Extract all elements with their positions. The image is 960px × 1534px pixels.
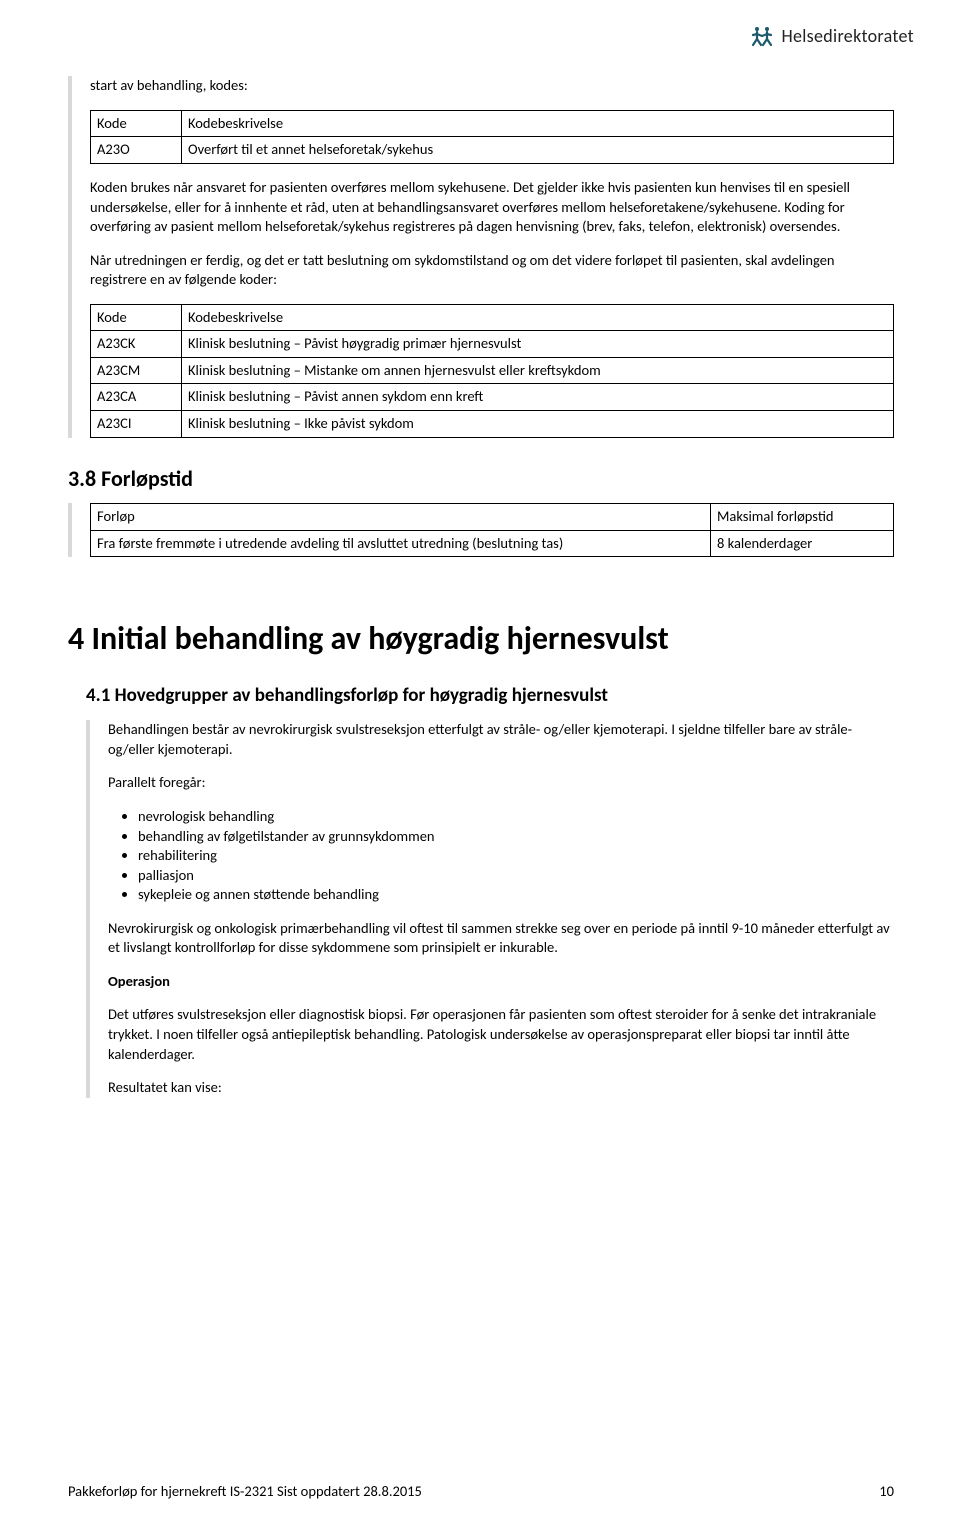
footer-left: Pakkeforløp for hjernekreft IS-2321 Sist… — [68, 1482, 422, 1502]
table-row: Fra første fremmøte i utredende avdeling… — [91, 530, 894, 557]
table-cell: Fra første fremmøte i utredende avdeling… — [91, 530, 711, 557]
kode-table-2: Kode Kodebeskrivelse A23CK Klinisk beslu… — [90, 304, 894, 438]
page-number: 10 — [879, 1482, 894, 1502]
table-header-cell: Forløp — [91, 504, 711, 531]
table-cell: 8 kalenderdager — [711, 530, 894, 557]
table-cell: Overført til et annet helseforetak/sykeh… — [182, 137, 894, 164]
logo-icon — [749, 25, 775, 47]
list-item: palliasjon — [138, 866, 894, 886]
table-cell: Klinisk beslutning – Påvist høygradig pr… — [182, 331, 894, 358]
table-header-cell: Kodebeskrivelse — [182, 110, 894, 137]
list-item: sykepleie og annen støttende behandling — [138, 885, 894, 905]
table-row: Forløp Maksimal forløpstid — [91, 504, 894, 531]
paragraph: Nevrokirurgisk og onkologisk primærbehan… — [108, 919, 894, 958]
table-row: A23CA Klinisk beslutning – Påvist annen … — [91, 384, 894, 411]
section-3-8-body: Forløp Maksimal forløpstid Fra første fr… — [68, 503, 894, 557]
section-3-8-title: 3.8 Forløpstid — [68, 464, 894, 494]
paragraph: Parallelt foregår: — [108, 773, 894, 793]
table-cell: A23CK — [91, 331, 182, 358]
intro-line: start av behandling, kodes: — [90, 76, 894, 96]
table-row: A23CM Klinisk beslutning – Mistanke om a… — [91, 357, 894, 384]
paragraph: Når utredningen er ferdig, og det er tat… — [90, 251, 894, 290]
table-cell: A23CM — [91, 357, 182, 384]
table-header-cell: Kode — [91, 304, 182, 331]
content-block-1: start av behandling, kodes: Kode Kodebes… — [68, 76, 894, 437]
table-cell: Klinisk beslutning – Påvist annen sykdom… — [182, 384, 894, 411]
table-row: Kode Kodebeskrivelse — [91, 304, 894, 331]
table-header-cell: Kodebeskrivelse — [182, 304, 894, 331]
org-name: Helsedirektoratet — [781, 24, 914, 48]
table-cell: Klinisk beslutning – Ikke påvist sykdom — [182, 411, 894, 438]
chapter-4-title: 4 Initial behandling av høygradig hjerne… — [68, 617, 894, 660]
table-header-cell: Maksimal forløpstid — [711, 504, 894, 531]
table-row: Kode Kodebeskrivelse — [91, 110, 894, 137]
page-header: Helsedirektoratet — [68, 24, 914, 48]
paragraph: Resultatet kan vise: — [108, 1078, 894, 1098]
table-cell: A23O — [91, 137, 182, 164]
section-4-1-body: Behandlingen består av nevrokirurgisk sv… — [86, 720, 894, 1097]
operasjon-heading: Operasjon — [108, 972, 894, 992]
table-cell: A23CA — [91, 384, 182, 411]
table-cell: Klinisk beslutning – Mistanke om annen h… — [182, 357, 894, 384]
table-cell: A23CI — [91, 411, 182, 438]
forlop-table: Forløp Maksimal forløpstid Fra første fr… — [90, 503, 894, 557]
list-item: behandling av følgetilstander av grunnsy… — [138, 827, 894, 847]
table-header-cell: Kode — [91, 110, 182, 137]
section-4-1-title: 4.1 Hovedgrupper av behandlingsforløp fo… — [86, 683, 894, 709]
table-row: A23O Overført til et annet helseforetak/… — [91, 137, 894, 164]
table-row: A23CI Klinisk beslutning – Ikke påvist s… — [91, 411, 894, 438]
kode-table-1: Kode Kodebeskrivelse A23O Overført til e… — [90, 110, 894, 164]
list-item: nevrologisk behandling — [138, 807, 894, 827]
paragraph: Det utføres svulstreseksjon eller diagno… — [108, 1005, 894, 1064]
page-footer: Pakkeforløp for hjernekreft IS-2321 Sist… — [68, 1482, 894, 1502]
list-item: rehabilitering — [138, 846, 894, 866]
paragraph: Koden brukes når ansvaret for pasienten … — [90, 178, 894, 237]
page: Helsedirektoratet start av behandling, k… — [0, 0, 960, 1534]
bullet-list: nevrologisk behandling behandling av føl… — [108, 807, 894, 905]
table-row: A23CK Klinisk beslutning – Påvist høygra… — [91, 331, 894, 358]
paragraph: Behandlingen består av nevrokirurgisk sv… — [108, 720, 894, 759]
